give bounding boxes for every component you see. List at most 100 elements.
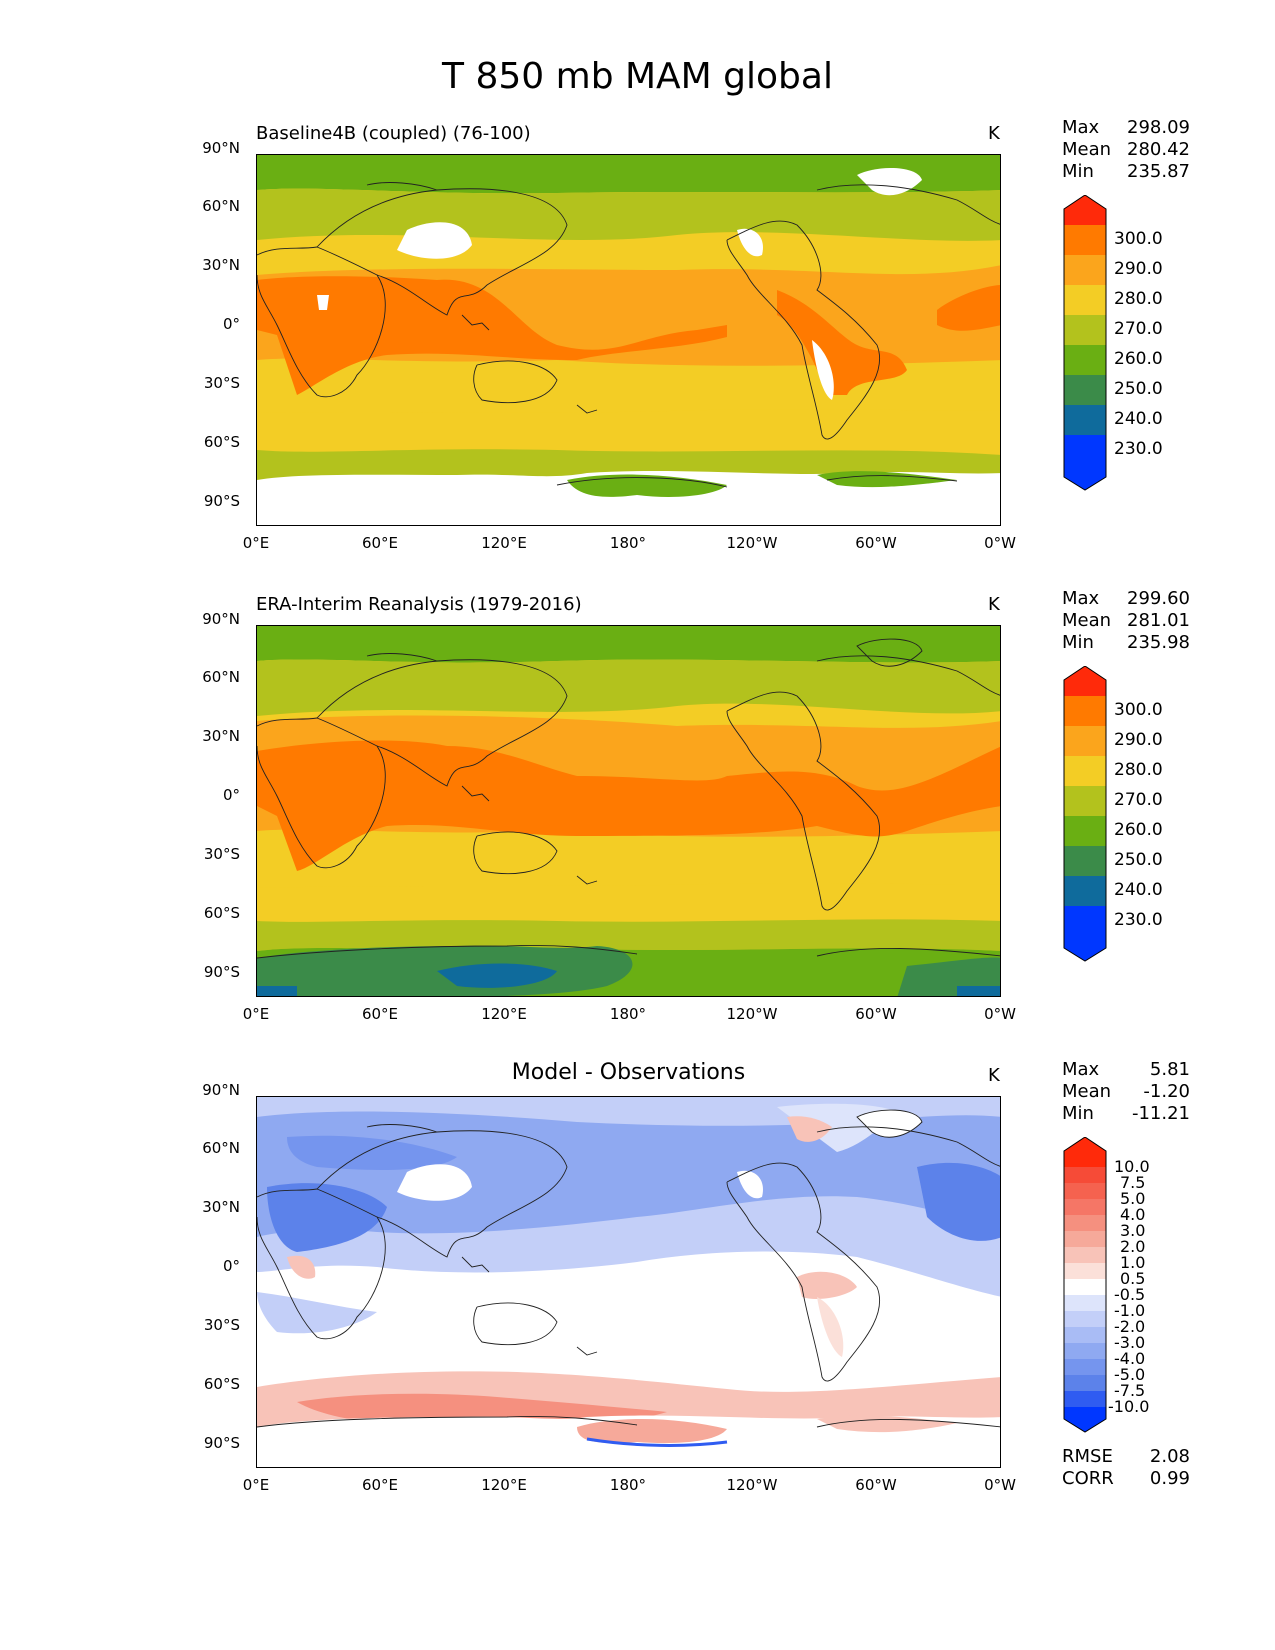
- stat-min: 235.87: [1127, 161, 1190, 182]
- map-plot-baseline[interactable]: [256, 154, 1001, 526]
- panel-title: Model - Observations: [511, 1060, 746, 1085]
- panel-title: Baseline4B (coupled) (76-100): [256, 123, 531, 144]
- stat-max-label: Max: [1062, 117, 1100, 138]
- stat-mean: 281.01: [1127, 610, 1190, 631]
- colorbar-level: 290.0: [1114, 730, 1163, 750]
- stat-max: 298.09: [1127, 117, 1190, 138]
- corr-value: 0.99: [1149, 1468, 1190, 1489]
- lon-tick: 120°E: [481, 534, 527, 552]
- stat-mean-label: Mean: [1062, 1081, 1112, 1102]
- colorbar-level: 4.0: [1120, 1205, 1146, 1224]
- colorbar-level: -1.0: [1114, 1301, 1146, 1320]
- corr-label: CORR: [1062, 1468, 1114, 1489]
- colorbar-swatches: [1064, 666, 1106, 961]
- stat-min: -11.21: [1131, 1103, 1190, 1124]
- map-plot-era-interim[interactable]: [256, 625, 1001, 997]
- stat-mean: -1.20: [1143, 1081, 1190, 1102]
- stat-max-label: Max: [1062, 588, 1100, 609]
- colorbar-level: 240.0: [1114, 409, 1163, 429]
- lon-tick: 60°E: [361, 1476, 399, 1494]
- lat-tick: 30°N: [202, 727, 240, 745]
- lon-tick: 120°W: [726, 534, 778, 552]
- map-plot-difference[interactable]: [256, 1096, 1001, 1468]
- units-label: K: [988, 123, 1000, 144]
- colorbar-level: 230.0: [1114, 439, 1163, 459]
- lat-tick: 90°S: [203, 492, 240, 510]
- stat-mean-label: Mean: [1062, 139, 1112, 160]
- colorbar-level: -0.5: [1114, 1285, 1146, 1304]
- stats-block: Max 299.60 Mean 281.01 Min 235.98: [1062, 588, 1190, 654]
- colorbar-level: 280.0: [1114, 760, 1163, 780]
- stat-max: 5.81: [1149, 1059, 1190, 1080]
- lat-tick: 60°S: [203, 1375, 240, 1393]
- lat-tick: 30°S: [203, 1316, 240, 1334]
- stat-mean: 280.42: [1127, 139, 1190, 160]
- lat-tick: 0°: [222, 315, 240, 333]
- lat-tick: 90°S: [203, 1434, 240, 1452]
- lon-tick: 0°E: [242, 1476, 270, 1494]
- metrics-block: RMSE 2.08 CORR 0.99: [1062, 1446, 1190, 1490]
- colorbar-level: 0.5: [1120, 1269, 1146, 1288]
- lon-tick: 180°: [609, 534, 647, 552]
- colorbar-level: 250.0: [1114, 850, 1163, 870]
- colorbar-swatches: [1064, 195, 1106, 490]
- lon-tick: 60°W: [855, 534, 897, 552]
- lat-tick: 90°N: [202, 610, 240, 628]
- lat-tick: 60°S: [203, 433, 240, 451]
- colorbar-level: 270.0: [1114, 319, 1163, 339]
- lat-tick: 60°N: [202, 1139, 240, 1157]
- lon-tick: 0°E: [242, 534, 270, 552]
- colorbar-level: 300.0: [1114, 700, 1163, 720]
- colorbar: [1062, 1136, 1108, 1437]
- stat-min-label: Min: [1062, 1103, 1094, 1124]
- colorbar-level: 230.0: [1114, 910, 1163, 930]
- stat-max: 299.60: [1127, 588, 1190, 609]
- stat-min-label: Min: [1062, 161, 1094, 182]
- colorbar-level: 10.0: [1114, 1157, 1150, 1176]
- rmse-label: RMSE: [1062, 1446, 1113, 1467]
- stats-block: Max 5.81 Mean -1.20 Min -11.21: [1062, 1059, 1190, 1125]
- colorbar-level: 5.0: [1120, 1189, 1146, 1208]
- lat-tick: 30°N: [202, 256, 240, 274]
- figure-title: T 850 mb MAM global: [442, 56, 833, 97]
- colorbar-level: -7.5: [1114, 1381, 1146, 1400]
- colorbar: [1062, 194, 1108, 495]
- units-label: K: [988, 1065, 1000, 1086]
- colorbar-level: 3.0: [1120, 1221, 1146, 1240]
- stat-min: 235.98: [1127, 632, 1190, 653]
- colorbar-level: 300.0: [1114, 229, 1163, 249]
- lon-tick: 120°E: [481, 1476, 527, 1494]
- colorbar-level: 250.0: [1114, 379, 1163, 399]
- colorbar-level: -2.0: [1114, 1317, 1146, 1336]
- colorbar-level: -3.0: [1114, 1333, 1146, 1352]
- stat-max-label: Max: [1062, 1059, 1100, 1080]
- colorbar-swatches: [1064, 1137, 1106, 1432]
- stat-mean-label: Mean: [1062, 610, 1112, 631]
- colorbar-level: 290.0: [1114, 259, 1163, 279]
- colorbar-level: 260.0: [1114, 349, 1163, 369]
- colorbar-level: -5.0: [1114, 1365, 1146, 1384]
- colorbar-level: 2.0: [1120, 1237, 1146, 1256]
- lon-tick: 120°W: [726, 1476, 778, 1494]
- colorbar-level: 270.0: [1114, 790, 1163, 810]
- lon-tick: 60°E: [361, 1005, 399, 1023]
- lat-tick: 90°N: [202, 139, 240, 157]
- panel-title: ERA-Interim Reanalysis (1979-2016): [256, 594, 582, 615]
- lon-tick: 60°W: [855, 1476, 897, 1494]
- lat-tick: 0°: [222, 1257, 240, 1275]
- colorbar-level: 1.0: [1120, 1253, 1146, 1272]
- stats-block: Max 298.09 Mean 280.42 Min 235.87: [1062, 117, 1190, 183]
- lon-tick: 0°W: [984, 534, 1016, 552]
- lat-tick: 90°S: [203, 963, 240, 981]
- lon-tick: 0°W: [984, 1476, 1016, 1494]
- lon-tick: 120°E: [481, 1005, 527, 1023]
- lat-tick: 30°S: [203, 374, 240, 392]
- colorbar-level: 280.0: [1114, 289, 1163, 309]
- colorbar: [1062, 665, 1108, 966]
- lon-tick: 180°: [609, 1005, 647, 1023]
- lon-tick: 60°E: [361, 534, 399, 552]
- lat-tick: 60°N: [202, 668, 240, 686]
- colorbar-level: -4.0: [1114, 1349, 1146, 1368]
- colorbar-level: 240.0: [1114, 880, 1163, 900]
- colorbar-level: 7.5: [1120, 1173, 1146, 1192]
